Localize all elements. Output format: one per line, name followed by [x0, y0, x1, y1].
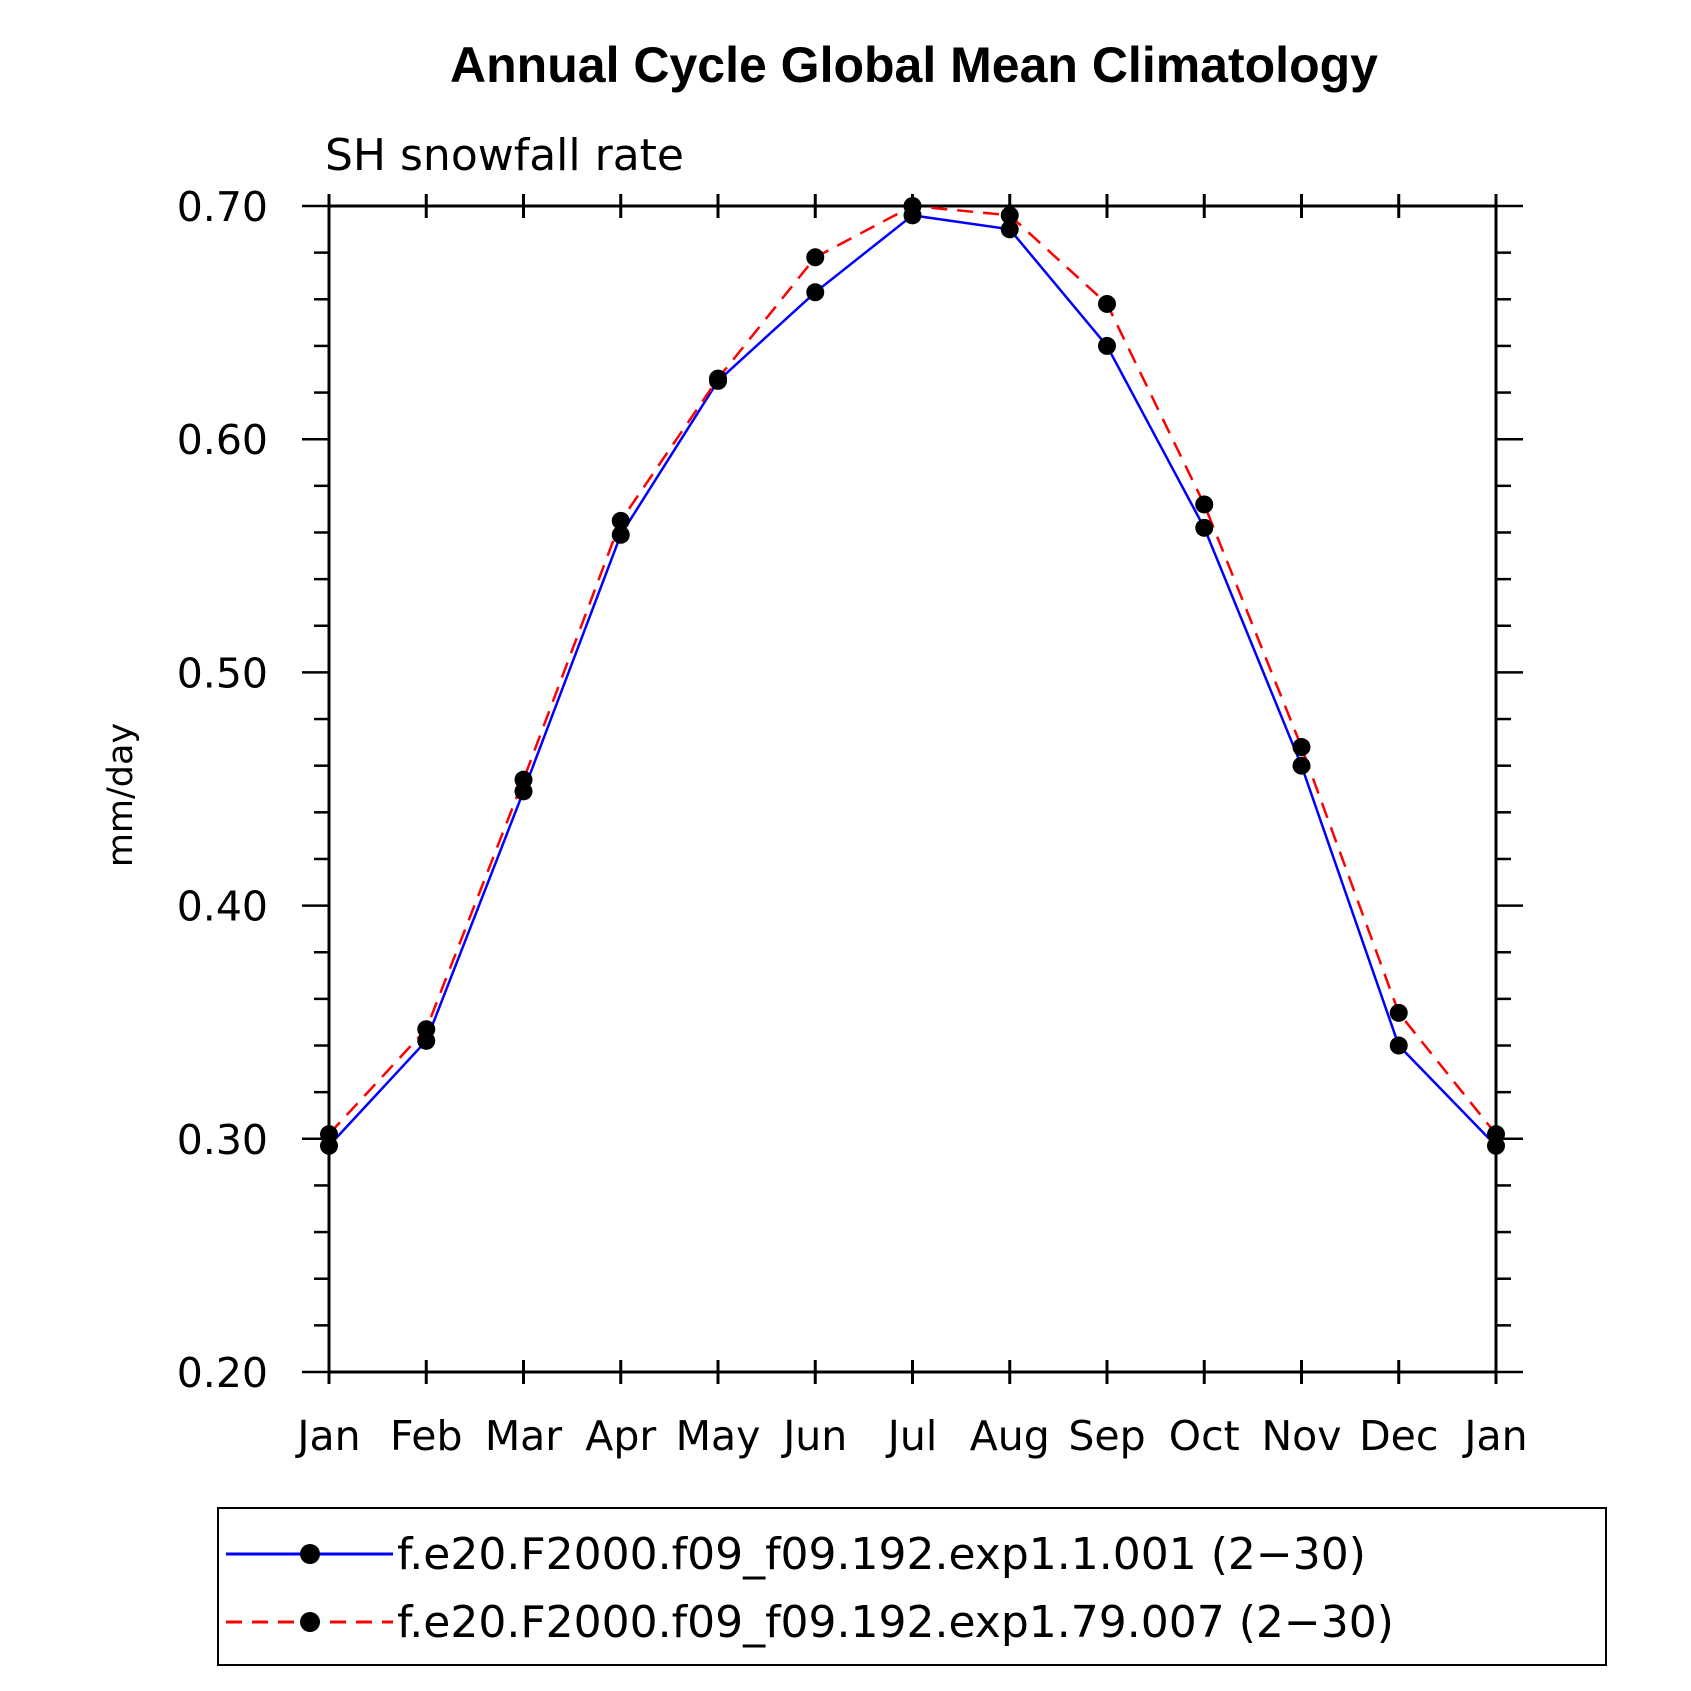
series-line-2	[328, 204, 1497, 1135]
x-tick-label: Jun	[780, 1412, 847, 1460]
chart-subtitle: SH snowfall rate	[325, 130, 684, 181]
series-lines	[328, 204, 1497, 1147]
legend-label-series-1: f.e20.F2000.f09_f09.192.exp1.1.001 (2−30…	[397, 1529, 1366, 1580]
data-point	[806, 248, 825, 267]
series-markers	[320, 197, 1505, 1155]
x-tick-label: Mar	[485, 1412, 562, 1460]
data-point	[1292, 738, 1311, 757]
data-point	[1195, 495, 1214, 514]
data-point	[903, 197, 922, 215]
x-tick-label: Nov	[1261, 1412, 1341, 1460]
data-point	[1000, 206, 1019, 225]
legend-marker-series-1	[300, 1544, 320, 1564]
x-tick-label: Apr	[585, 1412, 656, 1460]
y-tick-label: 0.20	[177, 1349, 268, 1397]
axis-ticks	[302, 194, 1523, 1384]
legend: f.e20.F2000.f09_f09.192.exp1.1.001 (2−30…	[217, 1507, 1607, 1666]
legend-label-series-2: f.e20.F2000.f09_f09.192.exp1.79.007 (2−3…	[397, 1597, 1394, 1648]
y-tick-label: 0.50	[177, 649, 268, 697]
legend-marker-series-2	[300, 1612, 320, 1632]
y-axis-label: mm/day	[101, 723, 141, 867]
x-tick-label: Oct	[1169, 1412, 1240, 1460]
data-point	[1000, 220, 1019, 239]
x-tick-label: May	[676, 1412, 761, 1460]
x-tick-label: Jan	[294, 1412, 360, 1460]
data-point	[611, 511, 630, 530]
chart-title: Annual Cycle Global Mean Climatology	[450, 37, 1378, 93]
data-point	[320, 1125, 338, 1144]
data-point	[1098, 294, 1116, 313]
x-tick-label: Feb	[390, 1412, 463, 1460]
data-point	[1098, 336, 1116, 355]
y-tick-label: 0.70	[177, 183, 268, 231]
x-tick-label: Aug	[970, 1412, 1050, 1460]
y-tick-label: 0.60	[177, 416, 268, 464]
data-point	[806, 283, 825, 302]
legend-box	[217, 1507, 1607, 1666]
x-tick-label: Jan	[1461, 1412, 1527, 1460]
y-tick-labels: 0.20 0.30 0.40 0.50 0.60 0.70	[177, 183, 268, 1397]
y-tick-label: 0.30	[177, 1116, 268, 1164]
x-tick-label: Jul	[885, 1412, 937, 1460]
x-tick-label: Sep	[1068, 1412, 1145, 1460]
plot-frame	[327, 204, 1498, 1374]
data-point	[1195, 518, 1214, 537]
series-line-1	[328, 214, 1497, 1147]
data-point	[1389, 1003, 1408, 1022]
data-point	[611, 525, 630, 544]
data-point	[514, 770, 533, 789]
x-tick-label: Dec	[1359, 1412, 1438, 1460]
data-point	[417, 1020, 436, 1039]
x-tick-labels: Jan Feb Mar Apr May Jun Jul Aug Sep Oct Nov Dec Jan	[294, 1412, 1527, 1460]
data-point	[1292, 756, 1311, 775]
y-tick-label: 0.40	[177, 883, 268, 931]
data-point	[1487, 1125, 1505, 1144]
data-point	[709, 369, 727, 388]
data-point	[1389, 1036, 1408, 1055]
